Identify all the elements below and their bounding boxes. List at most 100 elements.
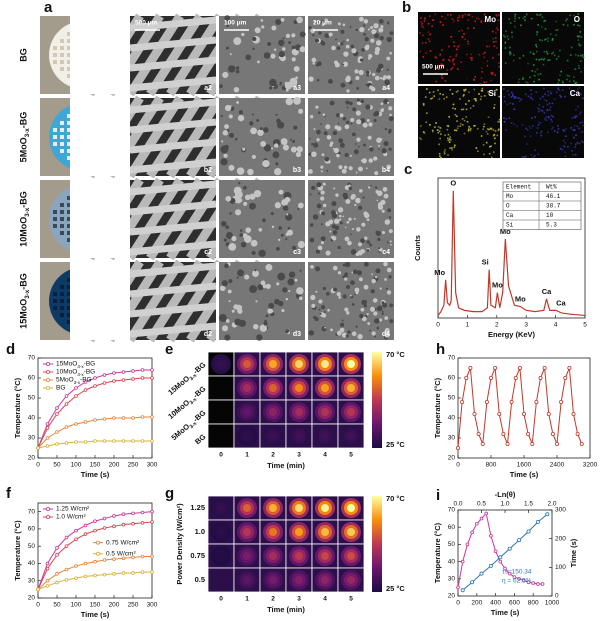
eds-signal (514, 13, 517, 16)
x-axis-label: Time (s) (510, 470, 539, 479)
sem-texture (260, 140, 267, 147)
y-axis-label: Temperature (°C) (433, 522, 442, 583)
sem-texture (258, 227, 263, 232)
eds-signal (533, 154, 536, 157)
data-point (74, 422, 78, 426)
eds-signal (449, 147, 451, 149)
sem-texture (332, 230, 338, 235)
sem-texture (378, 27, 384, 33)
sem-texture (320, 123, 322, 125)
data-point (503, 566, 507, 571)
eds-signal (537, 153, 540, 156)
sem-texture (380, 102, 384, 106)
sem-texture (224, 263, 229, 269)
eds-signal (539, 73, 542, 75)
sem-texture (374, 171, 379, 176)
eds-signal (439, 155, 441, 157)
peak-label: Mo (492, 281, 503, 290)
sem-texture (245, 54, 252, 61)
scaffold-pore (60, 53, 64, 57)
scale-bar-label: 100 μm (224, 20, 247, 27)
sem-texture (363, 211, 368, 216)
sem-texture (291, 33, 296, 38)
y-tick-label: 20 (448, 593, 456, 600)
data-point (140, 376, 145, 380)
eds-signal (566, 59, 569, 62)
sem-texture (383, 261, 388, 267)
eds-signal (449, 89, 452, 91)
sem-texture (315, 249, 320, 254)
sem-texture (340, 29, 345, 34)
eds-signal (508, 53, 511, 56)
eds-signal (440, 133, 442, 136)
data-point (498, 559, 503, 564)
eds-signal (580, 54, 582, 57)
eds-signal (551, 126, 554, 129)
data-point (579, 441, 584, 446)
sem-texture (296, 287, 304, 295)
x-tick-label: 0 (36, 602, 40, 609)
sem-texture (244, 194, 251, 201)
sem-texture (366, 218, 370, 222)
sem-texture (308, 330, 315, 336)
eds-signal (464, 38, 467, 41)
thermal-glow (347, 552, 355, 560)
eds-signal (570, 54, 572, 56)
sem-texture (296, 16, 303, 24)
eds-signal (535, 132, 538, 134)
eds-signal (420, 138, 423, 141)
eds-signal (555, 91, 558, 94)
eds-signal (462, 95, 465, 97)
eds-signal (510, 122, 513, 124)
eds-signal (457, 90, 459, 92)
eds-signal (564, 146, 566, 148)
legend-marker (46, 385, 51, 390)
sem-texture (388, 130, 392, 134)
eds-signal (578, 24, 581, 27)
sem-texture (319, 312, 322, 315)
thermal-glow (269, 360, 277, 368)
eds-signal (513, 54, 515, 56)
eds-signal (580, 36, 583, 38)
sem-texture (338, 138, 344, 144)
scaffold-pore (60, 39, 64, 43)
sem-texture (226, 106, 229, 109)
eds-signal (534, 70, 537, 73)
eds-signal (526, 143, 528, 145)
eds-signal (458, 44, 461, 47)
data-point (488, 563, 493, 568)
sem-texture (348, 186, 353, 191)
colorbar (372, 352, 382, 448)
sem-texture (285, 88, 289, 92)
eds-signal (511, 31, 513, 34)
thermal-glow (295, 432, 303, 440)
eds-signal (438, 152, 441, 155)
sem-texture (227, 289, 232, 294)
data-point (536, 582, 540, 586)
data-point (121, 571, 126, 575)
sem-texture (350, 44, 355, 49)
eds-signal (547, 37, 550, 39)
scaffold-pore (67, 114, 71, 118)
sem-texture (293, 125, 298, 130)
eds-signal (461, 16, 464, 19)
data-point (460, 588, 465, 593)
sem-texture (339, 113, 344, 118)
eds-signal (520, 24, 522, 27)
sem-texture (286, 213, 289, 216)
cell-label: a4 (382, 85, 390, 92)
eds-signal (471, 56, 473, 59)
thermal-glow (347, 528, 355, 536)
eds-signal (539, 122, 542, 124)
sem-texture (342, 61, 349, 67)
eds-signal (573, 124, 576, 127)
thermal-glow (295, 408, 303, 416)
sem-texture (315, 105, 319, 109)
row-label: BG (193, 432, 208, 446)
sem-texture (380, 199, 386, 205)
sem-texture (225, 232, 233, 239)
sem-texture (338, 296, 342, 299)
sem-texture (341, 168, 347, 174)
sem-texture (384, 278, 387, 281)
y-tick-label: 40 (28, 560, 36, 567)
